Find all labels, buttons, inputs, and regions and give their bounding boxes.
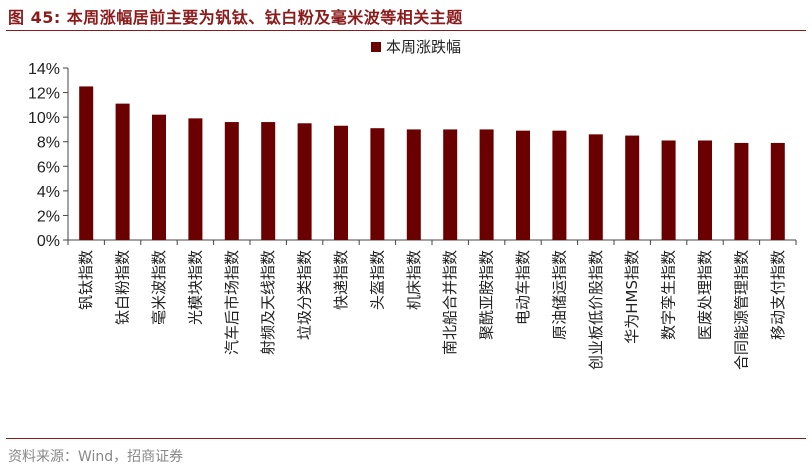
x-category-label: 垃圾分类指数 <box>296 250 314 340</box>
y-tick-label: 12% <box>28 86 60 103</box>
bar <box>79 86 94 240</box>
x-category-label: 创业板低价股指数 <box>587 250 605 370</box>
x-category-label: 钒钛指数 <box>77 250 95 310</box>
bar <box>152 114 166 240</box>
bar <box>698 140 712 240</box>
y-tick-label: 14% <box>28 61 60 78</box>
bar <box>406 129 421 240</box>
bar <box>479 129 494 240</box>
figure-title: 图 45: 本周涨幅居前主要为钒钛、钛白粉及毫米波等相关主题 <box>8 8 463 27</box>
x-category-label: 移动支付指数 <box>769 250 787 340</box>
footer-divider <box>6 438 806 439</box>
legend-label: 本周涨跌幅 <box>386 38 461 56</box>
x-category-label: 光模块指数 <box>186 250 204 325</box>
bar <box>115 103 130 240</box>
y-tick-label: 4% <box>37 184 60 201</box>
x-category-label: 南北船合并指数 <box>441 250 459 355</box>
bar <box>734 142 749 240</box>
bar <box>661 140 676 240</box>
legend-swatch <box>371 42 381 52</box>
bar <box>770 142 785 240</box>
x-category-label: 快递指数 <box>332 250 350 310</box>
bar <box>188 118 203 240</box>
x-category-label: 电动车指数 <box>514 250 532 325</box>
x-category-label: 华为HMS指数 <box>623 250 641 344</box>
x-category-label: 合同能源管理指数 <box>732 250 750 370</box>
y-tick-label: 10% <box>28 110 60 127</box>
y-tick-label: 6% <box>37 159 60 176</box>
y-tick-label: 8% <box>37 135 60 152</box>
x-category-label: 原油储运指数 <box>550 250 568 340</box>
bar <box>516 130 530 240</box>
bar <box>552 130 567 240</box>
source-note: 资料来源：Wind，招商证券 <box>8 449 184 465</box>
x-category-label: 头盔指数 <box>368 250 386 310</box>
x-category-label: 钛白粉指数 <box>114 250 132 325</box>
bar <box>370 128 385 240</box>
y-tick-label: 0% <box>37 233 60 250</box>
bar <box>443 129 458 240</box>
x-category-label: 机床指数 <box>405 250 423 310</box>
bar <box>224 122 239 240</box>
x-category-label: 射频及天线指数 <box>259 250 277 355</box>
bar <box>625 135 640 240</box>
x-category-label: 数字孪生指数 <box>660 250 678 340</box>
bar <box>261 122 276 240</box>
x-category-label: 汽车后市场指数 <box>223 250 241 355</box>
x-category-label: 医废处理指数 <box>696 250 714 340</box>
bar <box>334 125 348 240</box>
bar <box>297 123 312 240</box>
x-category-label: 聚酰亚胺指数 <box>478 250 496 340</box>
x-category-label: 毫米波指数 <box>150 250 168 325</box>
y-tick-label: 2% <box>37 208 60 225</box>
bar <box>588 134 603 240</box>
title-divider <box>6 30 806 31</box>
